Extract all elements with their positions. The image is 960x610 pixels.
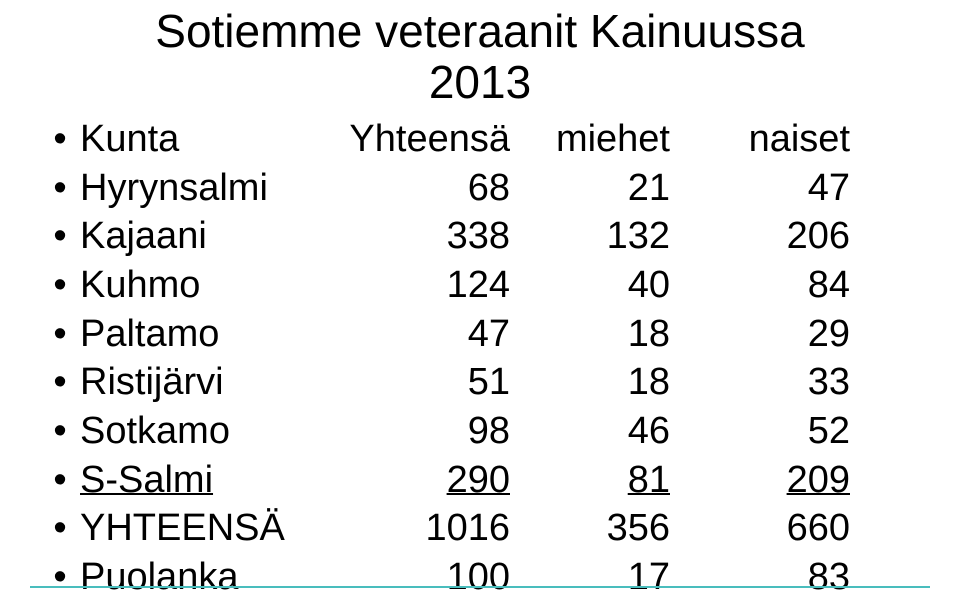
row-label: Sotkamo	[80, 407, 340, 456]
table-row: •Sotkamo984652	[40, 407, 900, 456]
table-row: •S-Salmi29081209	[40, 456, 900, 505]
row-col-2: 17	[510, 553, 670, 602]
row-col-3: 33	[670, 358, 850, 407]
bullet-icon: •	[40, 115, 80, 164]
row-col-1: 47	[340, 310, 510, 359]
row-col-3: 83	[670, 553, 850, 602]
table-row: •YHTEENSÄ1016356660	[40, 504, 900, 553]
row-col-2: 81	[510, 456, 670, 505]
table: • Kunta Yhteensä miehet naiset •Hyrynsal…	[0, 107, 960, 601]
row-col-1: 338	[340, 212, 510, 261]
row-col-3: 206	[670, 212, 850, 261]
row-col-1: 68	[340, 164, 510, 213]
bullet-icon: •	[40, 212, 80, 261]
row-label: Hyrynsalmi	[80, 164, 340, 213]
bullet-icon: •	[40, 456, 80, 505]
header-col-3: naiset	[670, 115, 850, 164]
header-label: Kunta	[80, 115, 340, 164]
row-col-1: 98	[340, 407, 510, 456]
slide-title: Sotiemme veteraanit Kainuussa 2013	[0, 0, 960, 107]
row-col-1: 124	[340, 261, 510, 310]
row-col-1: 100	[340, 553, 510, 602]
row-col-1: 1016	[340, 504, 510, 553]
row-label: Paltamo	[80, 310, 340, 359]
row-col-3: 52	[670, 407, 850, 456]
table-header-row: • Kunta Yhteensä miehet naiset	[40, 115, 900, 164]
title-line-2: 2013	[429, 56, 531, 108]
row-col-1: 51	[340, 358, 510, 407]
row-col-2: 356	[510, 504, 670, 553]
table-row: •Ristijärvi511833	[40, 358, 900, 407]
bullet-icon: •	[40, 553, 80, 602]
row-col-3: 29	[670, 310, 850, 359]
table-row: •Puolanka1001783	[40, 553, 900, 602]
slide: Sotiemme veteraanit Kainuussa 2013 • Kun…	[0, 0, 960, 610]
table-row: •Kuhmo1244084	[40, 261, 900, 310]
row-col-2: 21	[510, 164, 670, 213]
title-line-1: Sotiemme veteraanit Kainuussa	[155, 5, 804, 57]
row-col-3: 47	[670, 164, 850, 213]
bullet-icon: •	[40, 504, 80, 553]
row-col-2: 46	[510, 407, 670, 456]
row-col-3: 209	[670, 456, 850, 505]
row-label: Ristijärvi	[80, 358, 340, 407]
bullet-icon: •	[40, 358, 80, 407]
divider-line	[30, 586, 930, 588]
row-col-2: 132	[510, 212, 670, 261]
row-label: YHTEENSÄ	[80, 504, 340, 553]
row-col-3: 660	[670, 504, 850, 553]
bullet-icon: •	[40, 261, 80, 310]
header-col-2: miehet	[510, 115, 670, 164]
row-label: S-Salmi	[80, 456, 340, 505]
table-row: •Kajaani338132206	[40, 212, 900, 261]
table-row: •Paltamo471829	[40, 310, 900, 359]
row-col-2: 18	[510, 310, 670, 359]
row-label: Kuhmo	[80, 261, 340, 310]
table-row: •Hyrynsalmi682147	[40, 164, 900, 213]
bullet-icon: •	[40, 164, 80, 213]
bullet-icon: •	[40, 310, 80, 359]
row-col-3: 84	[670, 261, 850, 310]
row-col-2: 18	[510, 358, 670, 407]
row-label: Kajaani	[80, 212, 340, 261]
bullet-icon: •	[40, 407, 80, 456]
row-col-2: 40	[510, 261, 670, 310]
row-col-1: 290	[340, 456, 510, 505]
row-label: Puolanka	[80, 553, 340, 602]
header-col-1: Yhteensä	[340, 115, 510, 164]
